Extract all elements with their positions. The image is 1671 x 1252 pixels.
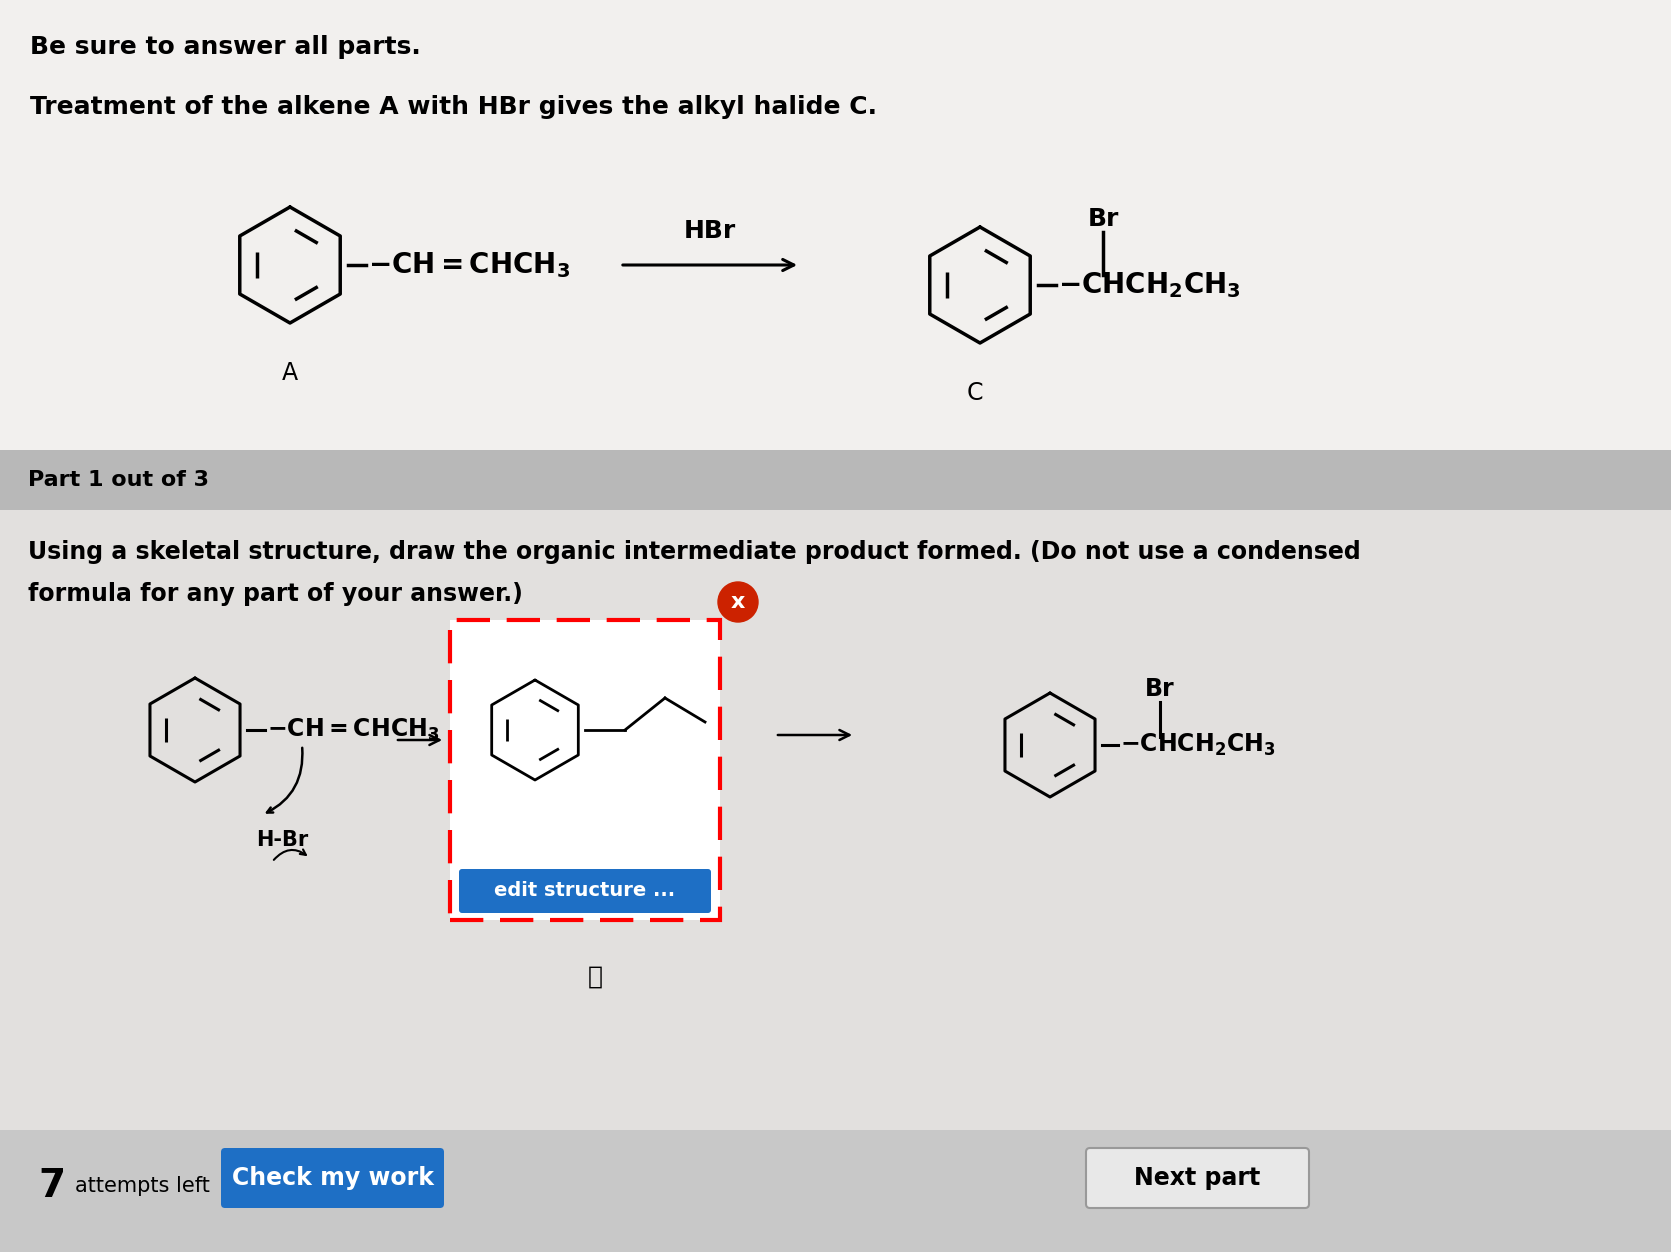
Text: 7: 7 xyxy=(38,1167,65,1204)
FancyBboxPatch shape xyxy=(449,620,720,920)
Text: formula for any part of your answer.): formula for any part of your answer.) xyxy=(28,582,523,606)
Text: Next part: Next part xyxy=(1135,1166,1260,1189)
Text: H-Br: H-Br xyxy=(256,830,307,850)
FancyBboxPatch shape xyxy=(221,1148,444,1208)
Text: $\mathbf{-CH{=}CHCH_3}$: $\mathbf{-CH{=}CHCH_3}$ xyxy=(267,717,439,744)
Text: Br: Br xyxy=(1088,207,1118,232)
FancyBboxPatch shape xyxy=(0,510,1671,1131)
Text: $\mathbf{-CH{=}CHCH_3}$: $\mathbf{-CH{=}CHCH_3}$ xyxy=(368,250,570,280)
Circle shape xyxy=(719,582,759,622)
FancyBboxPatch shape xyxy=(1086,1148,1308,1208)
Text: x: x xyxy=(730,592,745,612)
Text: Be sure to answer all parts.: Be sure to answer all parts. xyxy=(30,35,421,59)
Text: A: A xyxy=(282,361,297,386)
Text: Using a skeletal structure, draw the organic intermediate product formed. (Do no: Using a skeletal structure, draw the org… xyxy=(28,540,1360,563)
Text: Part 1 out of 3: Part 1 out of 3 xyxy=(28,470,209,490)
Text: 𝖜: 𝖜 xyxy=(588,965,603,989)
Text: $\mathbf{-CHCH_2CH_3}$: $\mathbf{-CHCH_2CH_3}$ xyxy=(1058,270,1242,300)
FancyBboxPatch shape xyxy=(0,1131,1671,1252)
Text: Treatment of the alkene A with HBr gives the alkyl halide C.: Treatment of the alkene A with HBr gives… xyxy=(30,95,877,119)
FancyBboxPatch shape xyxy=(460,869,710,913)
Text: HBr: HBr xyxy=(683,219,737,243)
Text: edit structure ...: edit structure ... xyxy=(495,881,675,900)
Text: Br: Br xyxy=(1145,677,1175,701)
Text: $\mathbf{-CHCH_2CH_3}$: $\mathbf{-CHCH_2CH_3}$ xyxy=(1120,732,1277,759)
Text: C: C xyxy=(968,381,983,404)
Text: Check my work: Check my work xyxy=(232,1166,433,1189)
FancyBboxPatch shape xyxy=(0,449,1671,510)
FancyBboxPatch shape xyxy=(0,0,1671,449)
Text: attempts left: attempts left xyxy=(75,1176,211,1196)
